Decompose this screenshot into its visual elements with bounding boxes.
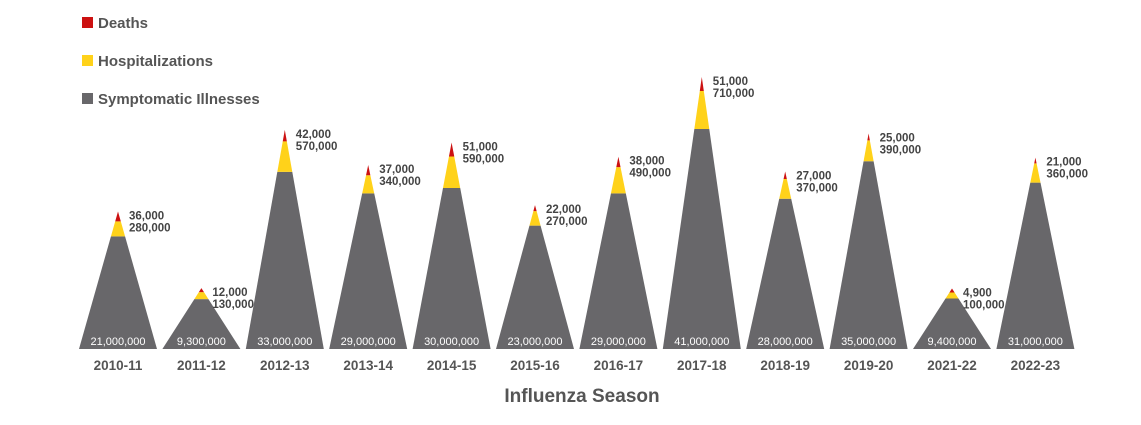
illness-value-label: 31,000,000 <box>1008 336 1063 348</box>
death-mark <box>783 171 787 179</box>
hospitalizations-value-label: 590,000 <box>463 153 505 165</box>
deaths-value-label: 37,000 <box>379 164 414 176</box>
illness-value-label: 21,000,000 <box>90 336 145 348</box>
illness-mark <box>996 182 1075 349</box>
legend-swatch <box>82 93 93 104</box>
illness-mark <box>412 188 491 349</box>
illness-mark <box>245 171 324 349</box>
death-mark <box>699 77 704 91</box>
hospitalization-mark <box>529 211 541 226</box>
death-mark <box>533 205 537 212</box>
illness-value-label: 35,000,000 <box>841 336 896 348</box>
deaths-value-label: 22,000 <box>546 204 581 216</box>
illness-value-label: 29,000,000 <box>591 336 646 348</box>
death-mark <box>1034 157 1037 164</box>
x-tick-label: 2015-16 <box>510 358 560 373</box>
deaths-value-label: 36,000 <box>129 210 164 222</box>
x-tick-label: 2022-23 <box>1011 358 1061 373</box>
illness-value-label: 30,000,000 <box>424 336 479 348</box>
illness-mark <box>79 236 157 349</box>
deaths-value-label: 27,000 <box>796 171 831 183</box>
x-tick-label: 2012-13 <box>260 358 310 373</box>
legend-label: Deaths <box>98 15 148 32</box>
hospitalizations-value-label: 100,000 <box>963 300 1005 312</box>
death-mark <box>448 142 455 157</box>
illness-value-label: 23,000,000 <box>507 336 562 348</box>
deaths-value-label: 12,000 <box>212 287 247 299</box>
illness-value-label: 41,000,000 <box>674 336 729 348</box>
illness-mark <box>662 129 741 349</box>
x-axis-title: Influenza Season <box>504 386 659 407</box>
x-tick-label: 2014-15 <box>427 358 477 373</box>
x-tick-label: 2010-11 <box>94 358 143 373</box>
hospitalizations-value-label: 490,000 <box>629 168 671 180</box>
legend-label: Hospitalizations <box>98 53 213 70</box>
death-mark <box>867 133 870 141</box>
deaths-value-label: 51,000 <box>713 76 748 88</box>
illness-value-label: 28,000,000 <box>758 336 813 348</box>
hospitalizations-value-label: 340,000 <box>379 176 421 188</box>
death-mark <box>949 288 955 293</box>
x-tick-label: 2019-20 <box>844 358 894 373</box>
hospitalization-mark <box>694 91 710 129</box>
illness-value-label: 9,400,000 <box>928 336 977 348</box>
hospitalizations-value-label: 360,000 <box>1046 169 1088 181</box>
hospitalizations-value-label: 280,000 <box>129 222 171 234</box>
death-mark <box>616 156 621 168</box>
illness-mark <box>329 193 408 349</box>
deaths-value-label: 51,000 <box>463 141 498 153</box>
x-tick-label: 2021-22 <box>927 358 977 373</box>
death-mark <box>115 211 121 222</box>
illness-mark <box>162 299 241 349</box>
hospitalization-mark <box>1030 163 1041 183</box>
legend-swatch <box>82 17 93 28</box>
deaths-value-label: 38,000 <box>629 156 664 168</box>
hospitalizations-value-label: 270,000 <box>546 216 588 228</box>
hospitalization-mark <box>277 141 293 172</box>
hospitalization-mark <box>442 156 461 189</box>
x-tick-label: 2013-14 <box>343 358 393 373</box>
illness-mark <box>746 198 825 349</box>
deaths-value-label: 42,000 <box>296 129 331 141</box>
deaths-value-label: 21,000 <box>1046 157 1081 169</box>
hospitalizations-value-label: 370,000 <box>796 183 838 195</box>
legend-swatch <box>82 55 93 66</box>
hospitalization-mark <box>362 175 375 194</box>
illness-mark <box>913 298 991 349</box>
x-tick-label: 2011-12 <box>177 358 226 373</box>
hospitalization-mark <box>863 140 874 162</box>
hospitalization-mark <box>194 292 209 300</box>
death-mark <box>198 288 204 293</box>
hospitalizations-value-label: 710,000 <box>713 88 755 100</box>
death-mark <box>366 165 371 176</box>
legend-label: Symptomatic Illnesses <box>98 91 260 108</box>
x-tick-label: 2018-19 <box>760 358 810 373</box>
death-mark <box>282 129 287 142</box>
hospitalization-mark <box>779 178 792 199</box>
hospitalizations-value-label: 570,000 <box>296 141 338 153</box>
x-tick-label: 2017-18 <box>677 358 727 373</box>
hospitalizations-value-label: 130,000 <box>212 299 254 311</box>
legend: Deaths Hospitalizations Symptomatic Illnes… <box>82 15 260 108</box>
x-axis: 2010-11 2011-12 2012-13 2013-14 2014-15 2015-… <box>94 358 1061 373</box>
illness-value-label: 9,300,000 <box>177 336 226 348</box>
hospitalizations-value-label: 390,000 <box>880 144 922 156</box>
hospitalization-mark <box>110 221 126 237</box>
deaths-value-label: 4,900 <box>963 288 992 300</box>
illness-mark <box>579 193 658 349</box>
illness-mark <box>829 161 908 349</box>
hospitalization-mark <box>610 167 626 194</box>
x-tick-label: 2016-17 <box>594 358 644 373</box>
hospitalization-mark <box>945 292 959 299</box>
illness-value-label: 33,000,000 <box>257 336 312 348</box>
deaths-value-label: 25,000 <box>880 132 915 144</box>
illness-value-label: 29,000,000 <box>341 336 396 348</box>
illness-mark <box>496 225 574 349</box>
